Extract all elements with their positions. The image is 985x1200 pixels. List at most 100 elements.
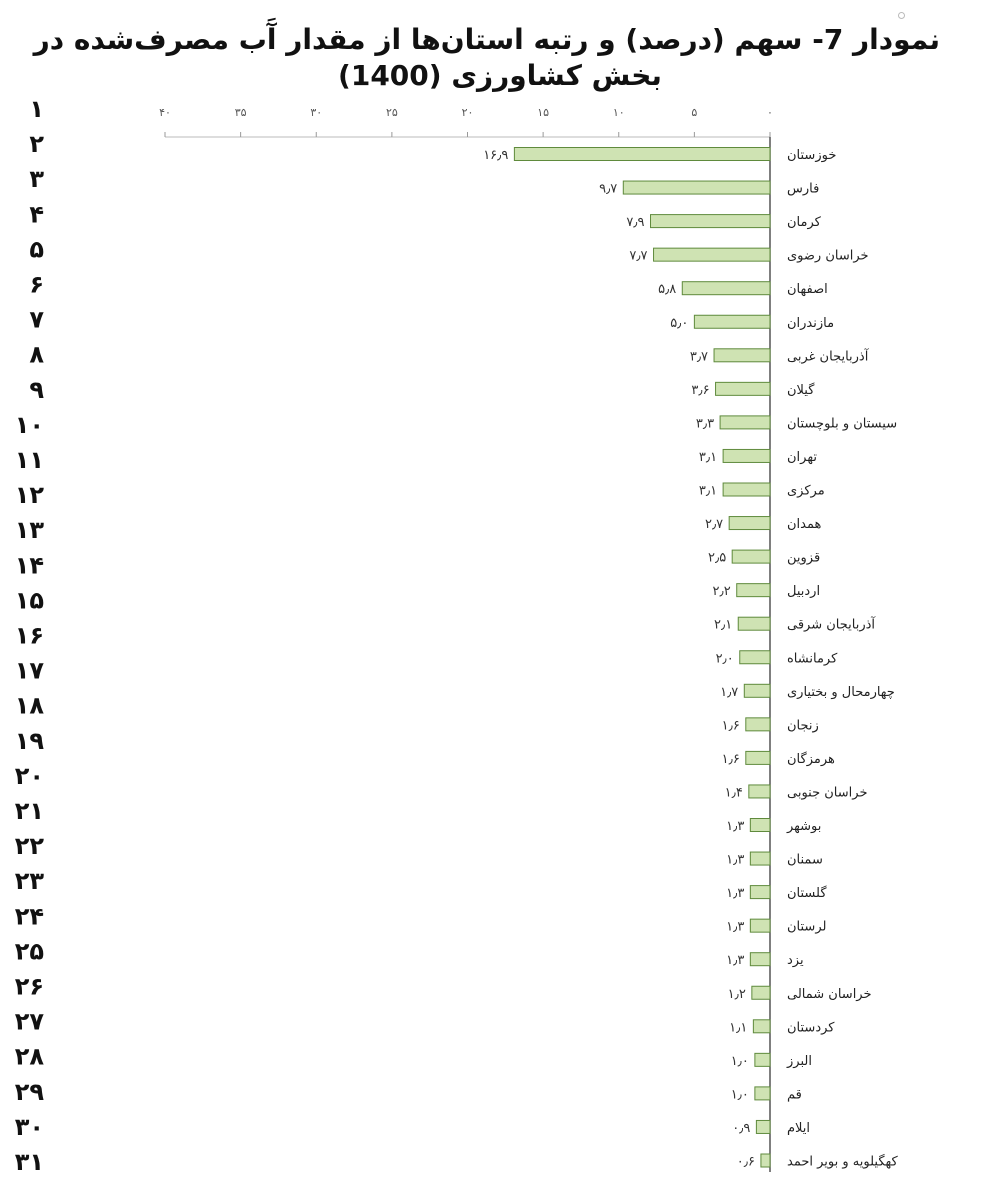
category-label: چهارمحال و بختیاری <box>787 685 895 700</box>
bar <box>749 885 771 900</box>
rank-number: ۷ <box>29 306 44 334</box>
x-tick-label: ۰ <box>767 106 773 119</box>
bar <box>693 314 771 329</box>
data-label: ۱٫۶ <box>722 718 740 733</box>
chart-title-line-2: بخش کشاورزی (1400) <box>338 59 662 92</box>
bar <box>749 952 771 967</box>
data-label: ۱٫۳ <box>726 819 744 834</box>
data-label: ۳٫۱ <box>699 450 717 465</box>
rank-number: ۱ <box>29 95 44 123</box>
category-label: اردبیل <box>787 584 820 599</box>
data-label: ۷٫۹ <box>626 215 644 230</box>
rank-number: ۲۶ <box>15 973 44 1001</box>
bar <box>743 683 771 698</box>
data-label: ۱٫۲ <box>728 987 746 1002</box>
rank-column: ۱۲۳۴۵۶۷۸۹۱۰۱۱۱۲۱۳۱۴۱۵۱۶۱۷۱۸۱۹۲۰۲۱۲۲۲۳۲۴۲… <box>15 95 45 1176</box>
x-tick-label: ۲۰ <box>462 106 474 119</box>
rank-number: ۳۱ <box>15 1148 44 1176</box>
x-tick-label: ۳۰ <box>310 106 322 119</box>
rank-number: ۲۴ <box>15 902 44 930</box>
category-label: فارس <box>787 182 819 197</box>
rank-number: ۳ <box>29 165 44 193</box>
rank-number: ۹ <box>29 376 44 404</box>
bar <box>728 516 771 531</box>
rank-number: ۱۱ <box>15 446 44 474</box>
rank-number: ۸ <box>29 341 44 369</box>
data-label: ۵٫۸ <box>658 282 676 297</box>
category-label: سیستان و بلوچستان <box>787 416 897 431</box>
bar <box>731 549 771 564</box>
data-label: ۱٫۳ <box>726 953 744 968</box>
rank-number: ۲۱ <box>15 797 44 825</box>
data-label: ۱٫۶ <box>722 752 740 767</box>
labels: ۱۶٫۹ خوزستان ۹٫۷ فارس ۷٫۹ کرمان ۷٫۷ خراسان رضوی… <box>483 148 898 1170</box>
data-label: ۳٫۷ <box>690 349 708 364</box>
rank-number: ۱۴ <box>15 551 44 579</box>
category-label: خراسان جنوبی <box>787 785 867 800</box>
rank-number: ۱۳ <box>15 516 45 544</box>
rank-number: ۱۶ <box>15 622 44 650</box>
category-label: ایلام <box>787 1121 810 1136</box>
rank-number: ۲۹ <box>15 1078 45 1106</box>
bar <box>681 281 771 296</box>
bar <box>754 1052 771 1067</box>
category-label: بوشهر <box>786 819 821 834</box>
data-label: ۳٫۶ <box>691 383 709 398</box>
bar <box>653 247 771 262</box>
category-label: خراسان شمالی <box>787 987 872 1002</box>
data-label: ۳٫۱ <box>699 484 717 499</box>
bar <box>754 1086 771 1101</box>
data-label: ۱٫۴ <box>725 785 743 800</box>
rank-number: ۳۰ <box>15 1113 44 1141</box>
data-label: ۱٫۰ <box>731 1087 749 1102</box>
rank-number: ۲۵ <box>15 937 44 965</box>
rank-number: ۵ <box>29 235 44 263</box>
chart-title: نمودار 7- سهم (درصد) و رتبه استان‌ها از … <box>33 22 940 94</box>
rank-number: ۲۷ <box>15 1008 45 1036</box>
rank-number: ۲ <box>29 130 44 158</box>
category-label: مازندران <box>787 316 834 331</box>
rank-number: ۲۳ <box>15 867 45 895</box>
category-label: گیلان <box>787 382 815 398</box>
data-label: ۰٫۹ <box>732 1121 750 1136</box>
rank-number: ۱۹ <box>15 727 45 755</box>
category-label: کرمان <box>787 215 822 230</box>
x-tick-label: ۴۰ <box>159 106 171 119</box>
category-label: همدان <box>787 517 821 532</box>
category-label: آذربایجان شرقی <box>787 616 876 633</box>
category-label: کردستان <box>787 1020 835 1035</box>
rank-number: ۱۸ <box>15 692 45 720</box>
category-label: کهگیلویه و بویر احمد <box>787 1154 898 1170</box>
data-label: ۲٫۲ <box>713 584 731 599</box>
rank-number: ۱۲ <box>15 481 45 509</box>
category-label: آذربایجان غربی <box>787 347 870 364</box>
bar <box>748 784 771 799</box>
rank-number: ۲۸ <box>15 1043 45 1071</box>
bar <box>751 985 771 1000</box>
chart-title-line-1: نمودار 7- سهم (درصد) و رتبه استان‌ها از … <box>33 23 940 56</box>
data-label: ۱۶٫۹ <box>483 148 508 163</box>
bar <box>650 214 771 229</box>
bar <box>722 448 771 463</box>
bar <box>715 381 771 396</box>
bar <box>755 1119 771 1134</box>
data-label: ۱٫۷ <box>720 685 738 700</box>
data-label: ۰٫۶ <box>737 1155 755 1170</box>
bar <box>736 583 771 598</box>
bar <box>752 1019 771 1034</box>
data-label: ۲٫۰ <box>716 651 734 666</box>
bar <box>749 918 771 933</box>
bar <box>745 717 771 732</box>
axes <box>165 136 771 1172</box>
category-label: تهران <box>787 450 817 465</box>
bar <box>749 851 771 866</box>
category-label: هرمزگان <box>787 751 835 767</box>
bar <box>739 650 771 665</box>
x-tick-label: ۵ <box>691 106 697 119</box>
category-label: مرکزی <box>787 484 825 499</box>
rank-number: ۱۷ <box>15 657 45 685</box>
bar <box>745 750 771 765</box>
x-tick-label: ۲۵ <box>386 106 398 119</box>
bar <box>622 180 771 195</box>
